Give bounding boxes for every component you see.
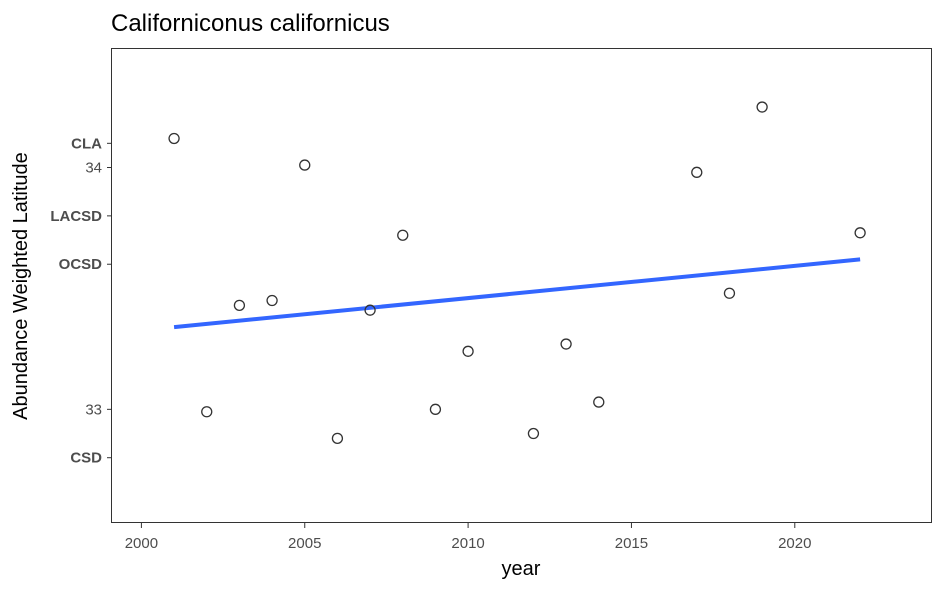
x-tick-label: 2010: [451, 535, 484, 552]
points-layer: [168, 101, 866, 445]
y-tick-label: 33: [85, 401, 102, 418]
data-point: [560, 338, 572, 350]
data-point: [429, 403, 442, 415]
y-tick-label: CLA: [71, 135, 102, 152]
data-point: [691, 166, 703, 178]
y-axis: CLA 34 LACSD OCSD 33 CSD: [50, 135, 112, 467]
y-tick-label: 34: [85, 160, 102, 177]
x-tick-label: 2000: [125, 535, 158, 552]
y-tick-label: OCSD: [59, 256, 103, 273]
x-tick-label: 2020: [778, 535, 811, 552]
data-point: [201, 406, 213, 418]
data-point: [723, 287, 736, 299]
data-point: [233, 299, 246, 311]
trend-line-layer: [173, 257, 861, 330]
data-point: [364, 304, 376, 316]
y-tick-label: CSD: [70, 450, 102, 467]
data-point: [593, 396, 605, 408]
data-point: [854, 227, 866, 239]
data-point: [462, 345, 474, 357]
data-point: [266, 294, 278, 307]
trend-line: [173, 257, 861, 330]
chart-title: Californiconus californicus: [111, 10, 390, 37]
data-point: [397, 229, 409, 241]
data-point: [756, 101, 768, 113]
data-point: [168, 132, 180, 145]
x-axis: 2000 2005 2010 2015 2020: [125, 523, 811, 552]
x-tick-label: 2005: [288, 535, 321, 552]
data-point: [299, 159, 311, 171]
y-axis-title: Abundance Weighted Latitude: [10, 152, 32, 420]
plot-panel: [111, 48, 932, 523]
x-axis-title: year: [502, 558, 541, 580]
y-tick-label: LACSD: [50, 208, 102, 225]
data-point: [527, 427, 540, 440]
x-tick-label: 2015: [615, 535, 648, 552]
data-point: [331, 432, 344, 445]
